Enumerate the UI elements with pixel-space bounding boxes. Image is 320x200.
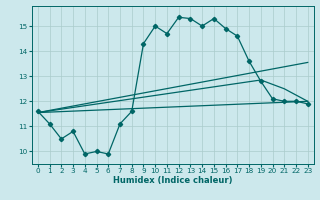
X-axis label: Humidex (Indice chaleur): Humidex (Indice chaleur) xyxy=(113,176,233,185)
